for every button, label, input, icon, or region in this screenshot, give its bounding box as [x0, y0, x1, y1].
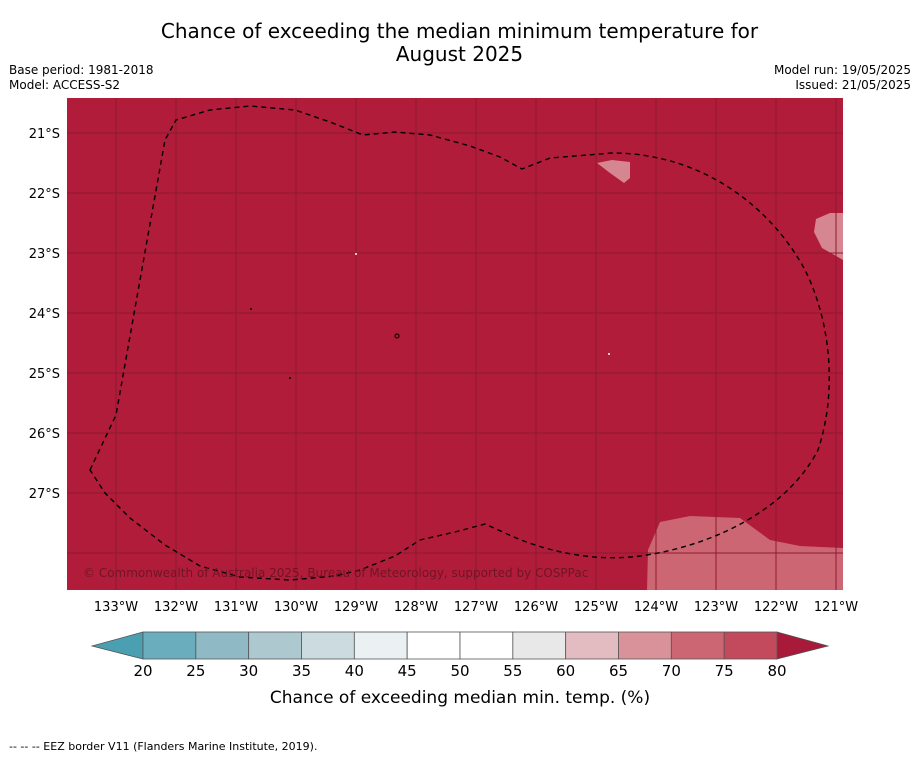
colorbar-tick-label: 35 — [292, 662, 311, 680]
lon-label: 121°W — [814, 600, 858, 615]
island-marker — [289, 377, 291, 379]
map-title-line2: August 2025 — [395, 42, 524, 66]
colorbar-tick-label: 80 — [767, 662, 786, 680]
colorbar-tick-label: 75 — [715, 662, 734, 680]
lon-label: 122°W — [754, 600, 798, 615]
colorbar-tick-label: 65 — [609, 662, 628, 680]
colorbar-bin — [301, 631, 355, 660]
colorbar-label: Chance of exceeding median min. temp. (%… — [270, 688, 650, 708]
colorbar-tick-label: 20 — [133, 662, 152, 680]
island-marker — [250, 308, 252, 310]
colorbar-bin — [142, 631, 197, 660]
colorbar-bin — [353, 631, 408, 660]
patch-60-70-north — [597, 160, 630, 183]
colorbar-tick-label: 55 — [503, 662, 522, 680]
lon-label: 132°W — [154, 600, 198, 615]
colorbar: 20 25 30 35 40 45 50 55 60 65 70 75 80 Chance of exc… — [90, 631, 830, 708]
colorbar-bin — [565, 631, 619, 660]
graticule — [67, 98, 843, 590]
colorbar-bin — [195, 631, 250, 660]
lat-axis: 21°S 22°S 23°S 24°S 25°S 26°S 27°S — [29, 127, 60, 502]
lon-label: 123°W — [694, 600, 738, 615]
model-name: Model: ACCESS-S2 — [9, 78, 121, 92]
island-marker — [355, 253, 357, 255]
island-marker — [608, 353, 610, 355]
colorbar-bin — [512, 631, 567, 660]
colorbar-under-arrow — [90, 631, 144, 660]
colorbar-tick-label: 30 — [239, 662, 258, 680]
lon-label: 131°W — [214, 600, 258, 615]
map-background — [67, 98, 843, 590]
colorbar-tick-label: 70 — [662, 662, 681, 680]
colorbar-bin — [459, 631, 514, 660]
colorbar-bin — [670, 631, 725, 660]
issued-date: Issued: 21/05/2025 — [795, 78, 911, 92]
lon-label: 124°W — [634, 600, 678, 615]
model-run: Model run: 19/05/2025 — [773, 63, 911, 77]
colorbar-bin — [618, 631, 672, 660]
colorbar-tick-label: 45 — [398, 662, 417, 680]
lon-axis: 133°W 132°W 131°W 130°W 129°W 128°W 127°… — [94, 600, 858, 615]
lon-label: 129°W — [334, 600, 378, 615]
colorbar-tick-label: 40 — [345, 662, 364, 680]
lat-label: 25°S — [29, 367, 60, 382]
meta-right: Model run: 19/05/2025 Issued: 21/05/2025 — [774, 63, 911, 93]
colorbar-tick-label: 50 — [450, 662, 469, 680]
map-title-line1: Chance of exceeding the median minimum t… — [160, 19, 759, 43]
island-marker — [394, 333, 400, 339]
eez-border — [89, 105, 830, 581]
colorbar-bin — [723, 631, 778, 660]
lat-label: 24°S — [29, 307, 60, 322]
colorbar-tick-label: 25 — [186, 662, 205, 680]
lon-label: 125°W — [574, 600, 618, 615]
colorbar-bin — [406, 631, 461, 660]
lon-label: 130°W — [274, 600, 318, 615]
base-period: Base period: 1981-2018 — [9, 63, 154, 77]
lon-label: 128°W — [394, 600, 438, 615]
lon-label: 127°W — [454, 600, 498, 615]
eez-footnote: -- -- -- EEZ border V11 (Flanders Marine… — [9, 740, 318, 753]
lat-label: 26°S — [29, 427, 60, 442]
colorbar-over-arrow — [776, 631, 830, 660]
meta-left: Base period: 1981-2018 Model: ACCESS-S2 — [9, 63, 154, 93]
copyright-notice: © Commonwealth of Australia 2025, Bureau… — [83, 566, 588, 580]
colorbar-tick-label: 60 — [556, 662, 575, 680]
lon-label: 126°W — [514, 600, 558, 615]
lat-label: 23°S — [29, 247, 60, 262]
lon-label: 133°W — [94, 600, 138, 615]
colorbar-bin — [248, 631, 302, 660]
lat-label: 22°S — [29, 187, 60, 202]
lat-label: 21°S — [29, 127, 60, 142]
lat-label: 27°S — [29, 487, 60, 502]
